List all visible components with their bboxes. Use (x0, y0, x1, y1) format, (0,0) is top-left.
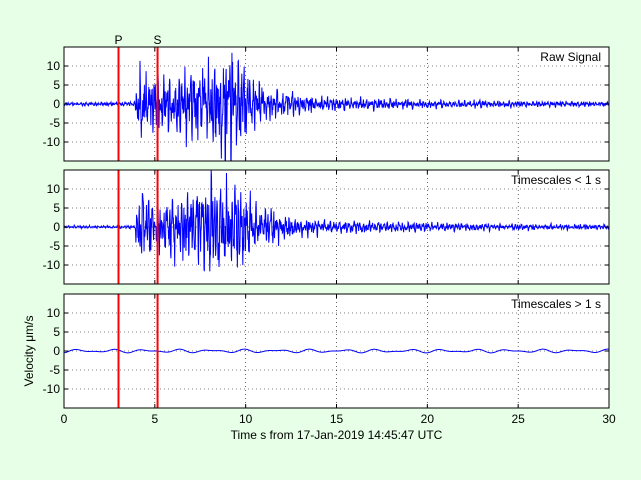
signal-trace (64, 170, 609, 272)
panel-label: Timescales > 1 s (511, 297, 601, 311)
y-tick-label: -5 (49, 363, 60, 377)
panel-1: P S 10 5 0 -5 -10 Raw Signal (43, 33, 610, 162)
y-tick-label: -10 (43, 135, 61, 149)
y-tick-label: 0 (53, 97, 60, 111)
signal-trace (64, 52, 609, 161)
axes-frame (63, 169, 610, 285)
y-tick-label: 5 (53, 325, 60, 339)
x-axis-label: Time s from 17-Jan-2019 14:45:47 UTC (231, 428, 443, 442)
signal-trace (64, 348, 609, 354)
y-tick-label: 10 (47, 182, 61, 196)
y-tick-label: 10 (47, 306, 61, 320)
panel-label: Timescales < 1 s (511, 173, 601, 187)
arrival-marker-label: P (114, 33, 122, 47)
x-tick-label: 30 (602, 412, 616, 426)
panel-label: Raw Signal (540, 50, 601, 64)
y-tick-label: 10 (47, 59, 61, 73)
x-tick-label: 20 (421, 412, 435, 426)
x-tick-label: 0 (61, 412, 68, 426)
y-tick-label: -10 (43, 382, 61, 396)
y-tick-label: 5 (53, 78, 60, 92)
y-tick-label: -5 (49, 239, 60, 253)
y-tick-label: 5 (53, 201, 60, 215)
arrival-marker-label: S (154, 33, 162, 47)
panel-2: 10 5 0 -5 -10 Timescales < 1 s (43, 169, 610, 285)
y-tick-label: 0 (53, 344, 60, 358)
panel-3: 0 5 10 15 20 25 30 10 5 0 -5 -10 Timescales > 1 s Vel… (22, 293, 616, 442)
x-tick-label: 10 (239, 412, 253, 426)
x-tick-label: 15 (330, 412, 344, 426)
axes-frame (63, 46, 610, 162)
axes-frame (63, 293, 610, 409)
y-tick-label: 0 (53, 220, 60, 234)
y-tick-label: -10 (43, 258, 61, 272)
x-tick-label: 5 (151, 412, 158, 426)
y-axis-label: Velocity μm/s (22, 316, 36, 387)
y-tick-label: -5 (49, 116, 60, 130)
x-tick-label: 25 (511, 412, 525, 426)
